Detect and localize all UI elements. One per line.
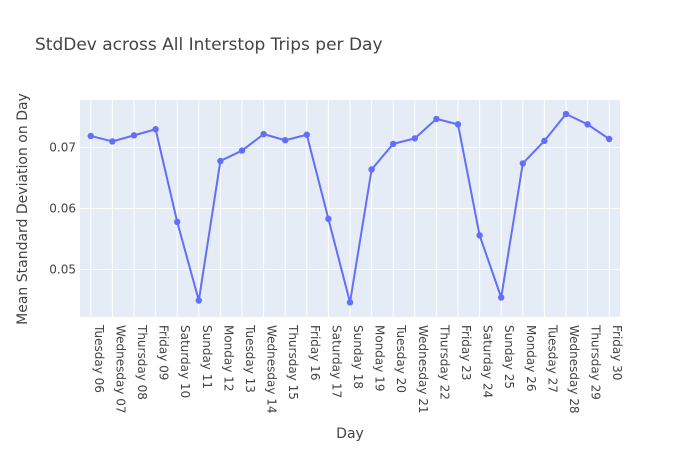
data-point[interactable] bbox=[282, 137, 289, 144]
x-tick-label: Wednesday 28 bbox=[567, 325, 581, 414]
x-tick-labels: Tuesday 06 Wednesday 07 Thursday 08 Friday … bbox=[92, 324, 624, 414]
x-tick-label: Friday 09 bbox=[157, 325, 171, 380]
x-tick-label: Thursday 15 bbox=[286, 324, 300, 400]
x-tick-label: Sunday 18 bbox=[351, 325, 365, 389]
y-tick-labels: 0.05 0.06 0.07 bbox=[49, 141, 76, 277]
data-point[interactable] bbox=[562, 110, 570, 118]
data-point[interactable] bbox=[433, 115, 440, 123]
x-axis-title: Day bbox=[336, 426, 364, 442]
data-point[interactable] bbox=[109, 138, 116, 145]
y-tick-label: 0.07 bbox=[49, 141, 76, 155]
x-tick-label: Saturday 10 bbox=[178, 325, 192, 398]
data-point[interactable] bbox=[87, 132, 95, 140]
x-tick-label: Sunday 11 bbox=[200, 325, 214, 389]
x-tick-label: Tuesday 06 bbox=[92, 324, 106, 393]
y-axis-title: Mean Standard Deviation on Day bbox=[15, 93, 31, 325]
x-tick-label: Saturday 17 bbox=[329, 325, 343, 398]
data-point[interactable] bbox=[238, 147, 246, 154]
data-point[interactable] bbox=[541, 137, 548, 145]
data-point[interactable] bbox=[217, 157, 224, 165]
x-tick-label: Saturday 24 bbox=[481, 325, 495, 398]
data-point[interactable] bbox=[346, 299, 354, 306]
x-tick-label: Sunday 25 bbox=[502, 325, 516, 389]
x-tick-label: Wednesday 21 bbox=[416, 325, 430, 414]
data-point[interactable] bbox=[152, 126, 159, 133]
data-point[interactable] bbox=[260, 130, 267, 138]
series-layer bbox=[87, 110, 613, 306]
x-tick-label: Friday 30 bbox=[610, 325, 624, 380]
y-tick-label: 0.06 bbox=[49, 202, 76, 216]
data-point[interactable] bbox=[303, 131, 310, 138]
data-point[interactable] bbox=[368, 166, 375, 173]
data-point[interactable] bbox=[519, 160, 526, 167]
x-tick-label: Monday 19 bbox=[373, 325, 387, 391]
x-tick-label: Wednesday 07 bbox=[113, 325, 127, 414]
data-point[interactable] bbox=[454, 121, 462, 128]
x-tick-label: Thursday 22 bbox=[437, 324, 451, 400]
x-tick-label: Tuesday 20 bbox=[394, 324, 408, 393]
x-tick-label: Friday 16 bbox=[308, 325, 322, 380]
data-point[interactable] bbox=[390, 140, 397, 148]
data-point[interactable] bbox=[130, 132, 138, 139]
x-tick-label: Thursday 08 bbox=[135, 324, 149, 400]
x-tick-label: Friday 23 bbox=[459, 325, 473, 380]
chart-title: StdDev across All Interstop Trips per Da… bbox=[35, 35, 383, 55]
data-point[interactable] bbox=[476, 232, 483, 239]
x-tick-label: Thursday 29 bbox=[589, 324, 603, 400]
data-point[interactable] bbox=[411, 135, 418, 142]
x-tick-label: Tuesday 13 bbox=[243, 324, 257, 393]
x-tick-label: Tuesday 27 bbox=[545, 324, 559, 393]
data-point[interactable] bbox=[174, 218, 181, 226]
x-tick-label: Monday 26 bbox=[524, 325, 538, 391]
data-point[interactable] bbox=[584, 121, 591, 128]
y-tick-label: 0.05 bbox=[49, 262, 76, 276]
data-point[interactable] bbox=[325, 215, 332, 223]
data-point[interactable] bbox=[195, 297, 202, 304]
data-point[interactable] bbox=[606, 135, 613, 143]
data-point[interactable] bbox=[498, 294, 505, 301]
x-tick-label: Wednesday 14 bbox=[265, 325, 279, 414]
x-tick-label: Monday 12 bbox=[221, 325, 235, 391]
